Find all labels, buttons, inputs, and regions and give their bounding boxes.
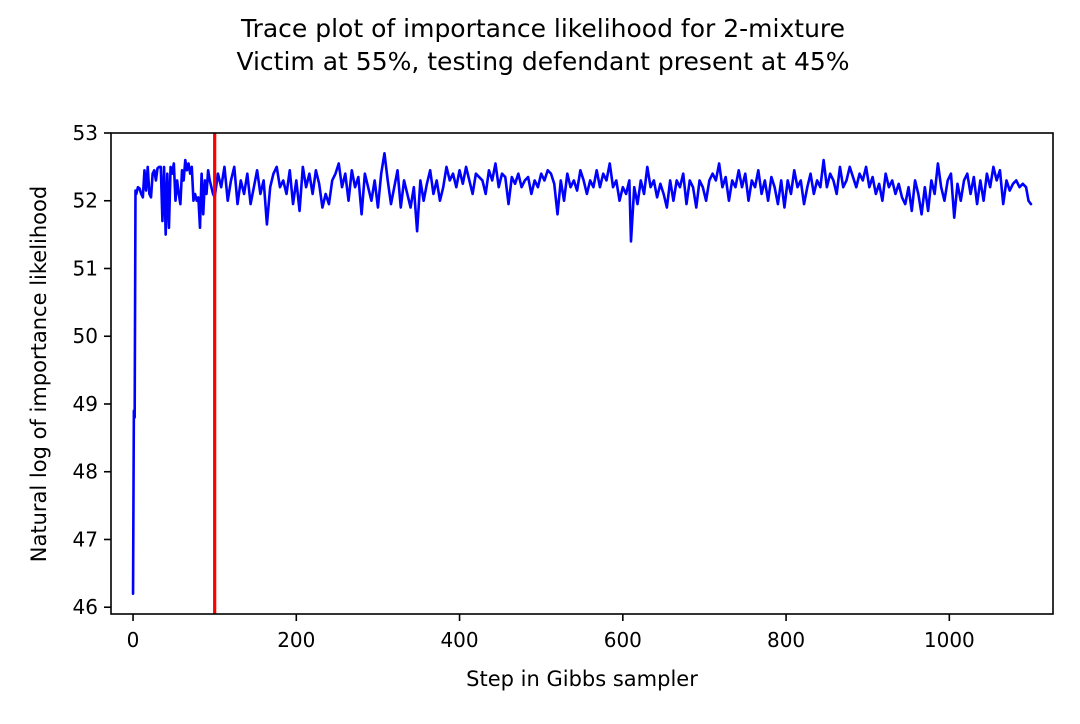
plot-frame	[110, 132, 1054, 615]
y-tick-label-50: 50	[73, 324, 98, 348]
y-tick-label-46: 46	[73, 595, 98, 619]
x-tick-label-200: 200	[277, 628, 315, 652]
x-tick-label-600: 600	[604, 628, 642, 652]
y-tick-label-49: 49	[73, 392, 98, 416]
chart-title-line-2: Victim at 55%, testing defendant present…	[236, 47, 849, 76]
x-tick-label-1000: 1000	[924, 628, 975, 652]
x-tick-label-800: 800	[767, 628, 805, 652]
x-tick-label-400: 400	[440, 628, 478, 652]
plot-area	[131, 133, 1033, 614]
y-tick-label-53: 53	[73, 121, 98, 145]
x-axis-label: Step in Gibbs sampler	[466, 667, 698, 691]
chart-title-line-1: Trace plot of importance likelihood for …	[240, 14, 845, 43]
y-tick-label-47: 47	[73, 527, 98, 551]
y-tick-label-51: 51	[73, 256, 98, 280]
y-axis-label: Natural log of importance likelihood	[27, 186, 51, 562]
x-tick-label-0: 0	[127, 628, 140, 652]
axis-ticks: 0 200 400 600 800 1000 46 47 48 49 50 51 52 53	[73, 121, 975, 652]
y-tick-label-48: 48	[73, 460, 98, 484]
y-tick-label-52: 52	[73, 189, 98, 213]
series-line-0	[131, 152, 1033, 595]
